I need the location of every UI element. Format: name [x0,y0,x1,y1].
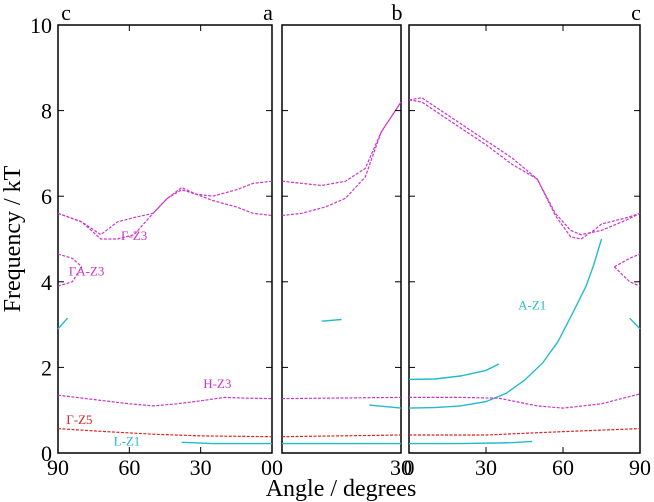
annotation-label: L-Z1 [114,433,141,448]
x-tick-label: 00 [261,455,283,480]
x-tick-label: 60 [552,455,574,480]
corner-label: b [392,0,403,25]
series-line [409,440,533,445]
series-group [57,97,641,445]
series-line [321,318,342,322]
series-line [408,99,641,240]
series-line [369,404,402,409]
panel-frame-b-c [408,24,641,454]
x-tick-label: 30 [190,455,212,480]
series-line [281,396,402,400]
series-line [57,428,273,438]
x-tick-label: 0 [404,455,415,480]
y-tick-label: 8 [41,99,52,124]
x-axis-title: Angle / degrees [266,476,417,502]
y-tick-label: 4 [41,270,52,295]
corner-label: c [631,0,641,25]
annotation-label: H-Z3 [203,376,231,391]
corner-label: c [61,0,71,25]
y-axis-title: Frequency / kT [0,165,26,312]
y-tick-label: 6 [41,184,52,209]
series-line [629,317,641,330]
series-line [281,101,402,217]
series-line [57,266,83,287]
y-tick-label: 0 [41,441,52,466]
x-tick-label: 90 [47,455,69,480]
series-line [57,317,69,330]
panel-frame-a-b [281,24,402,454]
series-line [57,189,273,236]
x-tick-label: 90 [629,455,651,480]
annotation-label: A-Z1 [518,298,546,313]
series-line [613,266,641,287]
series-line [614,253,641,268]
series-line [408,363,500,381]
series-line [181,441,272,445]
x-tick-label: 30 [475,455,497,480]
y-tick-label: 2 [41,355,52,380]
y-tick-label: 10 [30,13,52,38]
corner-label: a [263,0,273,25]
series-line [409,393,641,409]
annotation-label: Γ-Z3 [121,228,147,243]
series-line [408,238,603,409]
tick-group [57,24,641,454]
series-line [281,434,402,438]
panel-frames [57,24,641,454]
annotation-label: ΓA-Z3 [69,263,105,278]
annotation-label: Γ-Z5 [66,412,92,427]
panel-frame-c-a [57,24,273,454]
x-tick-label: 30 [390,455,412,480]
series-line [57,180,273,240]
series-line [57,394,273,407]
series-line [409,428,641,436]
series-line [57,253,83,268]
x-tick-label: 60 [118,455,140,480]
